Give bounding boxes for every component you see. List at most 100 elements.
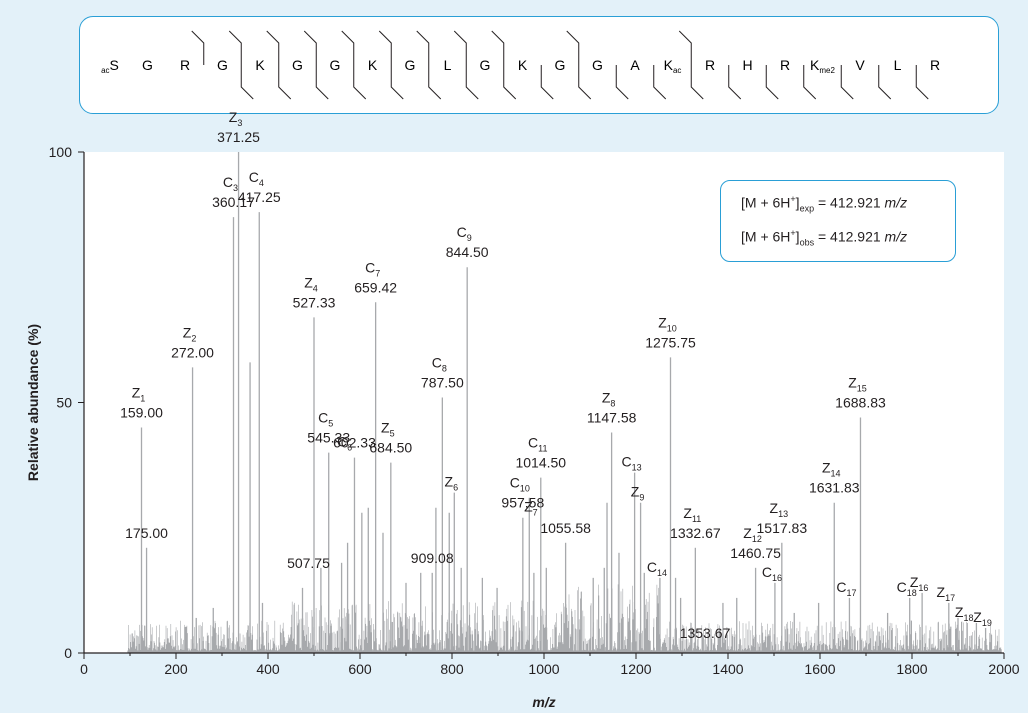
ion-label: Z4 — [304, 274, 318, 293]
residue-letter: V — [855, 57, 865, 73]
z-cleavage-mark — [540, 65, 554, 100]
mass-obs-charge: + — [790, 228, 796, 238]
ion-number: 13 — [778, 509, 788, 519]
c-cleavage-mark — [228, 30, 242, 65]
ion-number: 18 — [963, 613, 973, 623]
ion-type: Z — [229, 109, 238, 125]
z-cleavage-mark — [878, 65, 892, 100]
ion-label: Z6 — [445, 474, 459, 493]
residue-letter: G — [292, 57, 303, 73]
z-cleavage-mark — [390, 65, 404, 100]
peak-mass-label: 1353.67 — [680, 625, 731, 641]
peak-mass-label: 787.50 — [421, 374, 464, 390]
residue-1: acS — [101, 57, 119, 75]
residue-3: R — [180, 57, 190, 73]
x-tick-label: 600 — [348, 661, 372, 677]
residue-letter: H — [742, 57, 752, 73]
z-cleavage-mark — [615, 65, 629, 100]
ion-number: 5 — [390, 429, 395, 439]
residue-letter: L — [444, 57, 452, 73]
ion-type: Z — [910, 574, 919, 590]
peak-mass-label: 159.00 — [120, 405, 163, 421]
residue-15: A — [630, 57, 640, 73]
c-cleavage-mark — [453, 30, 467, 65]
ion-label: C6 — [337, 434, 352, 453]
residue-letter: A — [630, 57, 640, 73]
ion-label: Z5 — [381, 420, 395, 439]
mass-exp-value: = 412.921 — [814, 194, 885, 211]
peak-mass-label: 659.42 — [354, 279, 397, 295]
ion-label: Z13 — [770, 500, 789, 519]
ion-type: Z — [445, 474, 454, 490]
residue-16: Kac — [664, 57, 682, 75]
peak-mass-label: 1332.67 — [670, 525, 721, 541]
ion-type: Z — [524, 499, 533, 515]
ion-number: 15 — [857, 384, 867, 394]
z-cleavage-mark — [915, 65, 929, 100]
ion-label: Z14 — [822, 460, 841, 479]
ion-label: C13 — [622, 454, 642, 473]
ion-type: C — [836, 579, 846, 595]
ion-type: Z — [955, 604, 964, 620]
c-cleavage-mark — [266, 30, 280, 65]
x-tick-label: 200 — [164, 661, 188, 677]
ion-number: 19 — [982, 618, 992, 628]
peak-mass-label: 507.75 — [287, 555, 330, 571]
residue-18: H — [742, 57, 752, 73]
peak-mass-label: 175.00 — [125, 525, 168, 541]
c-cleavage-mark — [303, 30, 317, 65]
x-tick-label: 1400 — [712, 661, 743, 677]
ion-number: 10 — [667, 323, 677, 333]
residue-21: V — [855, 57, 865, 73]
residue-letter: G — [592, 57, 603, 73]
peak-mass-label: 1014.50 — [515, 455, 566, 471]
ion-type: Z — [658, 314, 667, 330]
c-cleavage-mark — [566, 30, 580, 65]
residue-17: R — [705, 57, 715, 73]
y-tick-label: 100 — [49, 144, 73, 160]
ion-number: 9 — [467, 233, 472, 243]
residue-9: G — [405, 57, 416, 73]
ion-number: 1 — [140, 394, 145, 404]
residue-14: G — [592, 57, 603, 73]
peak-mass-label: 1631.83 — [809, 480, 860, 496]
peak-mass-label: 684.50 — [369, 440, 412, 456]
ion-type: C — [337, 434, 347, 450]
ion-number: 6 — [453, 483, 458, 493]
ion-label: C10 — [510, 475, 530, 494]
ion-type: Z — [602, 390, 611, 406]
peak-mass-label: 1147.58 — [587, 410, 637, 426]
sequence-box: acS G R G K G G K G L G K G G A Kac R H R Kme2 V L R — [79, 16, 999, 114]
ion-number: 17 — [846, 588, 856, 598]
ion-label: Z2 — [183, 324, 197, 343]
ion-number: 2 — [191, 333, 196, 343]
ion-number: 4 — [313, 283, 318, 293]
z-cleavage-mark — [353, 65, 367, 100]
ion-type: C — [365, 259, 375, 275]
ion-type: C — [223, 174, 233, 190]
residue-19: R — [780, 57, 790, 73]
ion-type: C — [762, 564, 772, 580]
ion-label: Z11 — [683, 505, 701, 524]
ion-type: C — [622, 454, 632, 470]
z-cleavage-mark — [465, 65, 479, 100]
ion-label: C7 — [365, 259, 380, 278]
ion-number: 10 — [520, 484, 530, 494]
residue-letter: K — [255, 57, 265, 73]
z-cleavage-mark — [728, 65, 742, 100]
ion-label: Z8 — [602, 390, 616, 409]
y-axis-title: Relative abundance (%) — [25, 324, 41, 481]
ion-label: Z3 — [229, 109, 243, 128]
y-tick-label: 50 — [56, 395, 72, 411]
ion-number: 6 — [347, 443, 352, 453]
mass-exp-unit: m/z — [884, 194, 908, 211]
residue-letter: G — [142, 57, 153, 73]
residue-letter: R — [180, 57, 190, 73]
mass-exp-prefix: [M + 6H — [741, 194, 791, 211]
residue-letter: R — [930, 57, 940, 73]
ion-label: Z17 — [937, 584, 956, 603]
residue-modification: ac — [673, 66, 681, 75]
ion-label: C14 — [647, 559, 667, 578]
residue-letter: K — [368, 57, 378, 73]
residue-letter: K — [664, 57, 674, 73]
